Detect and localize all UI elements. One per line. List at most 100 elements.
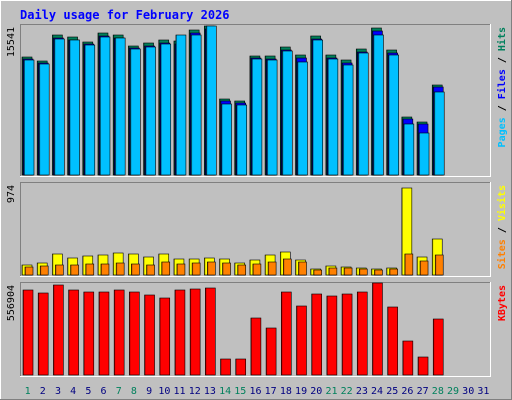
bar-kbytes-day-6 [98, 291, 110, 376]
chart-title: Daily usage for February 2026 [20, 8, 230, 22]
bar-sites-day-22 [343, 267, 353, 276]
bar-kbytes-day-26 [402, 340, 414, 376]
day-label-10: 10 [158, 386, 170, 397]
bar-kbytes-day-8 [129, 291, 140, 376]
bar-sites-day-2 [39, 265, 49, 276]
bar-pages-day-3 [54, 38, 65, 176]
bar-sites-day-27 [419, 260, 429, 276]
bar-sites-day-24 [374, 269, 383, 276]
panel-mid-legend-sites: Sites [496, 239, 508, 269]
bar-pages-day-22 [342, 64, 354, 176]
day-label-17: 17 [265, 386, 277, 397]
panel-bottom-max-label: 556904 [6, 285, 17, 321]
bar-sites-day-15 [237, 264, 247, 276]
day-label-7: 7 [116, 386, 122, 397]
panel-top-max-label: 15541 [6, 27, 17, 57]
panel-top-legend-hits: Hits [496, 27, 508, 51]
panel-top-legend: Pages / Files / Hits [496, 27, 508, 147]
day-label-5: 5 [85, 386, 91, 397]
bar-kbytes-day-18 [280, 291, 292, 376]
bar-kbytes-day-25 [387, 306, 398, 376]
day-label-22: 22 [341, 386, 353, 397]
x-axis-day-labels: 1 2 3 4 5 6 7 8 9 10 11 12 13 14 15 16 17 18 19 20 21 22 23 24 2… [25, 386, 490, 397]
day-label-12: 12 [189, 386, 201, 397]
bar-kbytes-day-12 [189, 288, 201, 376]
bar-pages-day-12 [190, 34, 202, 176]
bar-pages-day-17 [266, 59, 278, 176]
bar-sites-day-11 [176, 263, 186, 276]
day-label-28: 28 [432, 386, 444, 397]
bar-pages-day-20 [312, 39, 323, 176]
panel-bottom: 556904 KBytes [6, 282, 508, 377]
day-label-26: 26 [401, 386, 413, 397]
bar-kbytes-day-24 [372, 282, 383, 376]
bar-sites-day-19 [298, 261, 307, 276]
day-label-3: 3 [55, 386, 61, 397]
day-label-9: 9 [146, 386, 152, 397]
bar-pages-day-28 [433, 91, 445, 176]
bar-pages-day-11 [175, 34, 187, 176]
bar-kbytes-day-27 [417, 356, 429, 376]
chart-panels: 15541 Pages / Files / Hits 974 Sites / Visi… [6, 24, 508, 377]
bar-sites-day-25 [389, 268, 398, 276]
bar-sites-day-18 [282, 258, 292, 276]
day-label-21: 21 [325, 386, 337, 397]
bar-sites-day-1 [24, 266, 34, 276]
panel-top-legend-files: Files [496, 69, 508, 99]
bar-sites-day-28 [434, 254, 444, 276]
bar-kbytes-day-15 [235, 358, 247, 376]
panel-bottom-legend-kbytes: KBytes [497, 285, 508, 321]
bar-sites-day-16 [252, 263, 262, 276]
bar-pages-day-16 [251, 58, 263, 176]
bar-kbytes-day-21 [326, 295, 338, 376]
panel-bottom-legend: KBytes [497, 285, 508, 321]
panel-top-legend-/: / [497, 51, 508, 69]
bar-sites-day-26 [404, 253, 414, 276]
bar-sites-day-3 [55, 264, 64, 276]
bar-pages-day-9 [145, 46, 156, 176]
panel-mid-legend: Sites / Visits [496, 185, 508, 269]
day-label-29: 29 [447, 386, 459, 397]
bar-pages-day-18 [281, 50, 293, 176]
bar-sites-day-4 [70, 264, 79, 276]
panel-top: 15541 Pages / Files / Hits [6, 24, 508, 177]
bar-pages-day-21 [327, 58, 339, 176]
bar-pages-day-15 [236, 104, 248, 176]
bar-sites-day-8 [131, 263, 140, 276]
bar-sites-day-14 [222, 262, 231, 276]
day-label-30: 30 [462, 386, 474, 397]
panel-top-legend-/: / [497, 99, 508, 117]
bar-kbytes-day-22 [341, 293, 353, 376]
bar-kbytes-day-14 [220, 358, 231, 376]
bar-pages-day-23 [357, 52, 369, 176]
day-label-1: 1 [25, 386, 31, 397]
bar-pages-day-25 [388, 54, 399, 176]
bar-kbytes-day-28 [432, 318, 444, 376]
day-label-14: 14 [219, 386, 231, 397]
bar-pages-day-4 [69, 39, 80, 176]
bar-kbytes-day-20 [311, 293, 322, 376]
day-label-31: 31 [477, 386, 489, 397]
bar-pages-day-1 [23, 59, 35, 176]
day-label-24: 24 [371, 386, 383, 397]
panel-mid: 974 Sites / Visits [6, 182, 508, 277]
day-label-25: 25 [386, 386, 398, 397]
bar-sites-day-6 [100, 263, 110, 276]
bar-kbytes-day-7 [113, 289, 125, 376]
day-label-13: 13 [204, 386, 216, 397]
day-label-20: 20 [310, 386, 322, 397]
day-label-16: 16 [249, 386, 261, 397]
bar-sites-day-9 [146, 264, 155, 276]
panel-top-legend-pages: Pages [497, 117, 508, 147]
day-label-18: 18 [280, 386, 292, 397]
bar-sites-day-7 [115, 262, 125, 276]
bar-kbytes-day-2 [37, 292, 49, 376]
day-label-19: 19 [295, 386, 307, 397]
bar-pages-day-26 [403, 123, 415, 176]
bar-kbytes-day-16 [250, 317, 262, 376]
bar-kbytes-day-10 [159, 297, 171, 376]
bar-kbytes-day-23 [356, 291, 368, 376]
bar-sites-day-13 [207, 261, 216, 276]
panel-mid-max-label: 974 [6, 185, 17, 203]
